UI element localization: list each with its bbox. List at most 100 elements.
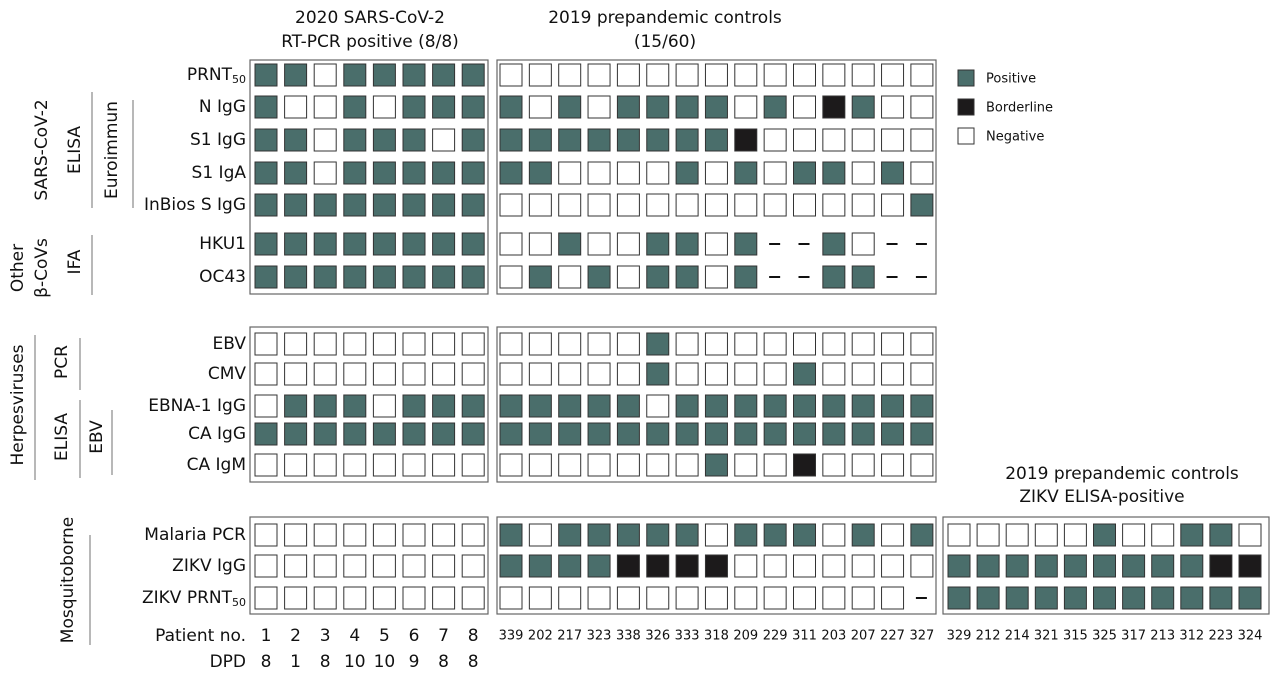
status-cell [499, 265, 523, 289]
status-cell [528, 422, 552, 446]
status-cell [432, 554, 456, 578]
status-cell [793, 394, 816, 418]
status-cell [675, 453, 699, 477]
legend-swatch [957, 127, 975, 145]
status-cell [313, 95, 337, 119]
status-cell [313, 422, 337, 446]
status-cell [402, 422, 426, 446]
status-cell [432, 523, 456, 547]
status-cell [587, 586, 611, 610]
dpd-value: 8 [468, 652, 479, 672]
status-cell [343, 193, 367, 217]
status-cell [910, 193, 934, 217]
status-cell [499, 63, 523, 87]
row-label: S1 IgA [192, 163, 247, 183]
status-cell [822, 193, 846, 217]
row-label: Malaria PCR [144, 525, 246, 545]
status-cell [313, 332, 337, 356]
status-cell [616, 453, 640, 477]
row-label-text: OC43 [199, 267, 246, 287]
status-cell [254, 161, 278, 185]
status-cell [793, 95, 816, 119]
group-title: 2019 prepandemic controls [1005, 464, 1239, 484]
status-cell [432, 95, 456, 119]
status-cell [976, 523, 1000, 547]
status-cell [528, 586, 552, 610]
status-cell [1122, 554, 1146, 578]
status-cell [1093, 523, 1116, 547]
status-cell [734, 128, 758, 152]
row-label: ZIKV IgG [172, 556, 246, 576]
status-cell [432, 161, 456, 185]
status-cell [558, 63, 582, 87]
panel-box [496, 516, 937, 615]
row-label: ZIKV PRNT50 [142, 588, 246, 609]
status-cell [675, 586, 699, 610]
row-label: HKU1 [199, 234, 246, 254]
patient-no: 8 [468, 626, 479, 646]
status-cell [616, 394, 640, 418]
status-cell [646, 63, 670, 87]
status-cell [284, 95, 308, 119]
status-cell [704, 554, 728, 578]
status-cell [822, 422, 846, 446]
patient-no: 5 [379, 626, 390, 646]
status-cell [1180, 586, 1204, 610]
status-cell [558, 95, 582, 119]
status-cell [499, 161, 523, 185]
status-cell [402, 193, 426, 217]
patient-no: 317 [1121, 629, 1146, 644]
side-label: β-CoVs [32, 238, 52, 298]
status-cell [1093, 586, 1116, 610]
status-cell [1151, 523, 1175, 547]
status-cell [284, 554, 308, 578]
side-label: Euroimmun [102, 101, 122, 199]
patient-no: 318 [704, 629, 729, 644]
status-cell [675, 554, 699, 578]
legend-label: Positive [986, 72, 1036, 87]
row-label-text: CMV [208, 364, 247, 384]
legend-label: Borderline [986, 101, 1053, 116]
status-cell [851, 128, 875, 152]
status-cell [254, 332, 278, 356]
status-cell [558, 265, 582, 289]
status-cell [461, 523, 485, 547]
row-label-text: S1 IgG [190, 130, 246, 150]
status-cell [432, 586, 456, 610]
row-label: CMV [208, 364, 247, 384]
status-cell [284, 523, 308, 547]
status-cell [616, 232, 640, 256]
patient-no: 7 [438, 626, 449, 646]
status-cell [254, 422, 278, 446]
status-cell [616, 422, 640, 446]
status-cell [881, 128, 905, 152]
status-cell [558, 586, 582, 610]
status-cell [313, 523, 337, 547]
patient-no: 203 [821, 629, 846, 644]
status-cell [254, 232, 278, 256]
status-cell [499, 193, 523, 217]
status-cell [851, 453, 875, 477]
status-cell [313, 232, 337, 256]
status-cell [851, 161, 875, 185]
status-cell [499, 523, 523, 547]
dpd-value: 9 [409, 652, 420, 672]
row-label-sub: 50 [232, 596, 246, 609]
panel-box [496, 59, 937, 295]
status-cell [461, 422, 485, 446]
row-header: Patient no. [155, 626, 246, 646]
patient-no: 217 [557, 629, 582, 644]
status-cell [646, 586, 670, 610]
status-cell [734, 422, 758, 446]
status-cell [947, 523, 971, 547]
dpd-value: 8 [261, 652, 272, 672]
status-cell [402, 586, 426, 610]
status-cell [822, 95, 846, 119]
status-cell [851, 394, 875, 418]
status-cell [822, 554, 846, 578]
status-cell [558, 128, 582, 152]
status-cell [254, 95, 278, 119]
patient-no: 321 [1034, 629, 1059, 644]
dpd-value: 10 [374, 652, 396, 672]
